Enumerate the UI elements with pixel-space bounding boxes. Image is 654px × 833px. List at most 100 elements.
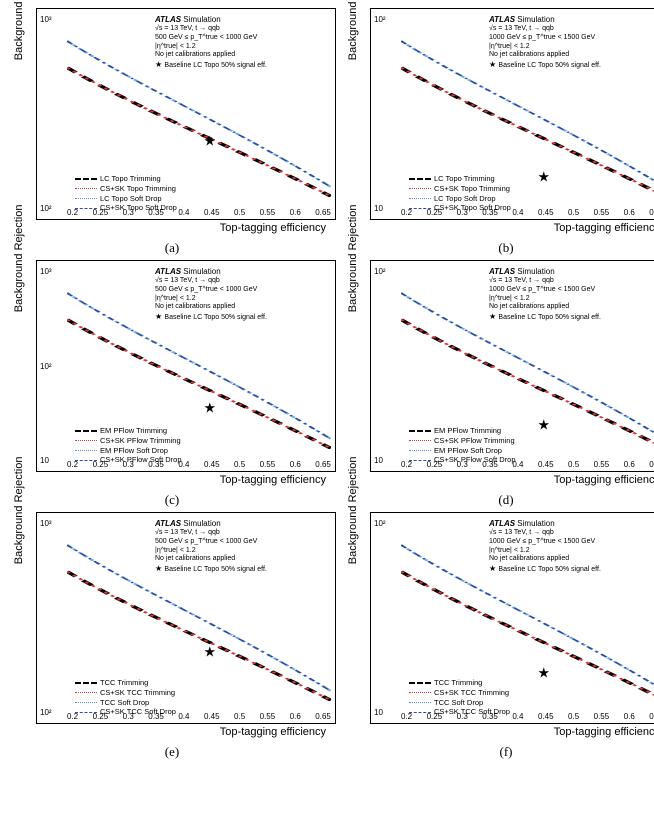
x-tick: 0.65 xyxy=(315,460,331,469)
legend-swatch xyxy=(75,430,97,432)
legend-label: CS+SK Topo Soft Drop xyxy=(100,203,177,213)
x-tick: 0.55 xyxy=(594,208,610,217)
x-tick: 0.65 xyxy=(649,712,654,721)
x-tick: 0.6 xyxy=(290,460,301,469)
y-axis-ticks: 10³ 10² xyxy=(40,513,52,723)
legend: EM PFlow TrimmingCS+SK PFlow TrimmingEM … xyxy=(409,426,516,465)
panel-a: Background Rejection10³10²0.20.250.30.35… xyxy=(8,8,336,256)
legend-label: LC Topo Trimming xyxy=(434,174,495,184)
plot-box: Background Rejection10³10²0.20.250.30.35… xyxy=(36,512,336,724)
legend-swatch xyxy=(409,208,431,209)
legend-swatch xyxy=(409,692,431,693)
x-tick: 0.5 xyxy=(234,460,245,469)
x-tick: 0.4 xyxy=(512,208,523,217)
legend: LC Topo TrimmingCS+SK Topo TrimmingLC To… xyxy=(75,174,177,213)
panel-f: Background Rejection10²100.20.250.30.350… xyxy=(342,512,654,760)
legend: TCC TrimmingCS+SK TCC TrimmingTCC Soft D… xyxy=(409,678,510,717)
legend-swatch xyxy=(409,450,431,451)
y-tick: 10² xyxy=(374,15,386,24)
subplot-caption: (f) xyxy=(500,744,513,760)
y-axis-label: Background Rejection xyxy=(347,0,359,60)
legend-swatch xyxy=(409,712,431,713)
y-axis-label: Background Rejection xyxy=(13,205,25,313)
annotation-block: ATLAS Simulation√s = 13 TeV, t → qqb500 … xyxy=(155,267,267,323)
x-axis-label: Top-tagging efficiency xyxy=(370,726,654,738)
annotation-block: ATLAS Simulation√s = 13 TeV, t → qqb500 … xyxy=(155,15,267,71)
panel-b: Background Rejection10²100.20.250.30.350… xyxy=(342,8,654,256)
x-tick: 0.6 xyxy=(290,208,301,217)
legend-swatch xyxy=(409,440,431,441)
legend-item: CS+SK TCC Soft Drop xyxy=(409,707,510,717)
baseline-star-marker: ★ xyxy=(204,133,217,150)
legend-label: CS+SK TCC Soft Drop xyxy=(434,707,510,717)
legend-swatch xyxy=(75,178,97,180)
legend-label: CS+SK Topo Trimming xyxy=(434,184,510,194)
plot-box: Background Rejection10²100.20.250.30.350… xyxy=(370,260,654,472)
x-tick: 0.55 xyxy=(594,460,610,469)
y-tick: 10² xyxy=(40,708,52,717)
x-tick: 0.5 xyxy=(568,460,579,469)
y-tick: 10³ xyxy=(40,519,52,528)
x-tick: 0.55 xyxy=(594,712,610,721)
baseline-star-marker: ★ xyxy=(204,643,217,660)
legend-swatch xyxy=(409,460,431,461)
panel-d: Background Rejection10²100.20.250.30.350… xyxy=(342,260,654,508)
legend-item: CS+SK Topo Soft Drop xyxy=(75,203,177,213)
legend-swatch xyxy=(75,450,97,451)
legend-item: CS+SK PFlow Trimming xyxy=(409,436,516,446)
y-tick: 10² xyxy=(374,519,386,528)
y-tick: 10³ xyxy=(40,267,52,276)
y-axis-ticks: 10²10 xyxy=(374,261,386,471)
legend-item: TCC Soft Drop xyxy=(75,698,176,708)
subplot-caption: (d) xyxy=(498,492,513,508)
legend-label: TCC Trimming xyxy=(434,678,482,688)
legend-label: TCC Soft Drop xyxy=(434,698,483,708)
legend-item: EM PFlow Soft Drop xyxy=(409,446,516,456)
y-axis-ticks: 10² 10 xyxy=(374,9,386,219)
y-axis-ticks: 10³10²10 xyxy=(40,261,52,471)
panel-e: Background Rejection10³10²0.20.250.30.35… xyxy=(8,512,336,760)
y-axis-ticks: 10³10² xyxy=(40,9,52,219)
x-axis-label: Top-tagging efficiency xyxy=(370,474,654,486)
legend-item: LC Topo Soft Drop xyxy=(409,194,511,204)
legend-swatch xyxy=(409,198,431,199)
y-axis-label: Background Rejection xyxy=(347,457,359,565)
x-tick: 0.4 xyxy=(178,208,189,217)
legend-swatch xyxy=(75,440,97,441)
y-tick: 10 xyxy=(374,204,386,213)
legend-label: LC Topo Soft Drop xyxy=(100,194,162,204)
x-tick: 0.65 xyxy=(315,208,331,217)
legend-swatch xyxy=(409,682,431,684)
legend-label: EM PFlow Soft Drop xyxy=(434,446,502,456)
legend-swatch xyxy=(75,682,97,684)
y-tick: 10 xyxy=(40,456,52,465)
subplot-caption: (b) xyxy=(498,240,513,256)
legend-item: CS+SK PFlow Trimming xyxy=(75,436,182,446)
x-tick: 0.6 xyxy=(290,712,301,721)
baseline-star-marker: ★ xyxy=(538,664,551,681)
x-tick: 0.55 xyxy=(260,208,276,217)
legend-label: CS+SK TCC Trimming xyxy=(434,688,509,698)
baseline-star-marker: ★ xyxy=(204,400,217,417)
panel-c: Background Rejection10³10²100.20.250.30.… xyxy=(8,260,336,508)
legend-item: EM PFlow Trimming xyxy=(75,426,182,436)
legend-swatch xyxy=(409,430,431,432)
x-tick: 0.4 xyxy=(512,712,523,721)
legend-swatch xyxy=(75,198,97,199)
plot-box: Background Rejection10²100.20.250.30.350… xyxy=(370,512,654,724)
y-axis-ticks: 10² 10 xyxy=(374,513,386,723)
legend-item: CS+SK TCC Trimming xyxy=(409,688,510,698)
legend-label: CS+SK Topo Soft Drop xyxy=(434,203,511,213)
x-tick: 0.45 xyxy=(204,460,220,469)
y-tick: 10² xyxy=(40,204,52,213)
legend: EM PFlow TrimmingCS+SK PFlow TrimmingEM … xyxy=(75,426,182,465)
legend-item: TCC Trimming xyxy=(409,678,510,688)
y-tick: 10 xyxy=(374,708,386,717)
x-tick: 0.45 xyxy=(204,208,220,217)
plot-box: Background Rejection10²100.20.250.30.350… xyxy=(370,8,654,220)
legend-swatch xyxy=(409,188,431,189)
y-tick: 10² xyxy=(374,267,386,276)
legend-item: TCC Soft Drop xyxy=(409,698,510,708)
x-axis-label: Top-tagging efficiency xyxy=(36,474,336,486)
x-axis-label: Top-tagging efficiency xyxy=(370,222,654,234)
